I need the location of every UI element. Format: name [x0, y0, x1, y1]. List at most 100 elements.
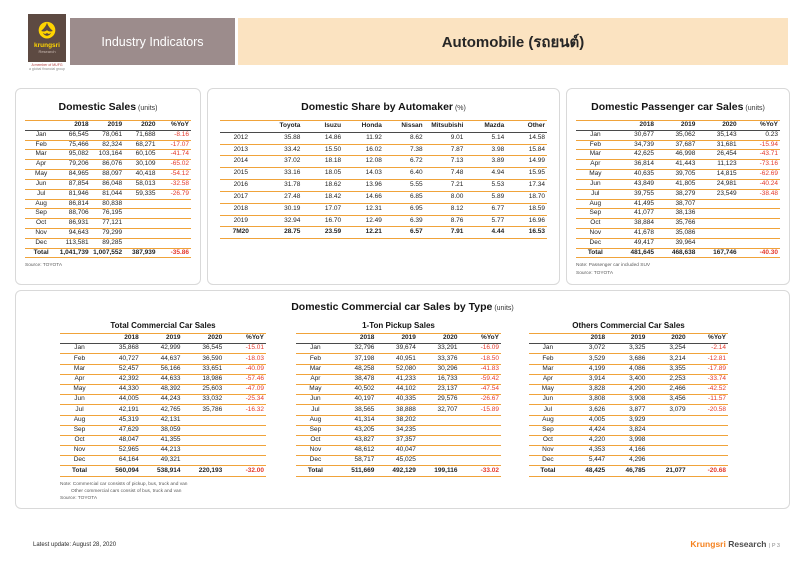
cell-value: 42,999 — [140, 343, 183, 355]
row-label: Apr — [576, 159, 615, 171]
cell-value: 6.85 — [383, 191, 425, 204]
mufg-member-line1: A member of MUFG — [31, 63, 63, 67]
row-label: Sep — [25, 208, 58, 220]
row-label: Jan — [529, 343, 567, 355]
footer-brand-krungsri: Krungsri — [690, 539, 726, 549]
row-label: Apr — [529, 374, 567, 385]
cell-value — [647, 435, 688, 447]
cell-value: 18.59 — [506, 203, 547, 216]
cell-value — [687, 435, 728, 447]
row-label: Total — [25, 247, 58, 259]
cell-value — [417, 445, 460, 457]
others-commercial-block: Others Commercial Car Sales 2018 2019 2020… — [529, 321, 728, 477]
cell-value: 44,330 — [99, 384, 141, 396]
cell-value — [224, 455, 266, 467]
table-row: Nov 48,612 40,047 — [296, 445, 501, 457]
cell-value: 1,007,552 — [90, 247, 125, 259]
cell-value: 37.02 — [261, 155, 303, 169]
cell-value: 52,080 — [376, 364, 418, 375]
cell-value: 79,206 — [57, 159, 91, 171]
column-header: 2018 — [566, 332, 608, 345]
commercial-sales-panel: Domestic Commercial car Sales by Type (u… — [15, 290, 790, 509]
row-label: Jan — [576, 130, 615, 141]
cell-value: 5.55 — [383, 179, 425, 192]
cell-value: -18.03 — [224, 353, 266, 365]
table-row: Total 48,425 46,785 21,077 -20.68 — [529, 465, 728, 477]
pickup-sales-block: 1-Ton Pickup Sales 2018 2019 2020 %YoY Jan 32… — [296, 321, 501, 477]
pickup-sales-table: 2018 2019 2020 %YoY Jan 32,796 39,674 33,291 -16… — [296, 332, 501, 477]
share-by-automaker-table: Toyota Isuzu Honda Nissan Mitsubishi Mazda Oth… — [220, 120, 547, 240]
table-row: Apr 79,206 86,076 30,109 -65.02 — [25, 159, 191, 171]
cell-value: -16.09 — [459, 343, 501, 355]
cell-value: 30,677 — [614, 130, 656, 141]
column-header: Toyota — [261, 120, 303, 133]
cell-value: 3,626 — [566, 404, 608, 416]
row-label: Jan — [60, 343, 100, 355]
cell-value: 3,214 — [647, 353, 688, 365]
cell-value: 46,785 — [607, 465, 648, 477]
table-row: Jun 40,197 40,335 29,576 -26.67 — [296, 394, 501, 406]
cell-value: 103,164 — [90, 149, 125, 161]
table-row: 2017 27.48 18.42 14.66 6.85 8.00 5.89 18.70 — [220, 191, 547, 204]
cell-value — [697, 238, 739, 249]
cell-value: 5.53 — [465, 179, 507, 192]
cell-value: 86,048 — [90, 179, 125, 190]
row-label: Jul — [60, 404, 100, 416]
source-note: Source: TOYOTA — [60, 496, 98, 501]
cell-value: 18.62 — [302, 179, 344, 192]
cell-value: 8.62 — [383, 132, 425, 145]
row-label: Dec — [25, 238, 58, 249]
row-label: Jan — [25, 130, 58, 141]
table-row: Jan 3,072 3,325 3,254 -2.14 — [529, 343, 728, 355]
share-title: Domestic Share by Automaker (%) — [220, 97, 547, 115]
cell-value: 5.89 — [465, 191, 507, 204]
column-header: Honda — [343, 120, 384, 133]
cell-value: 7.91 — [424, 226, 466, 240]
row-label: Total — [296, 465, 335, 477]
cell-value: 37,357 — [376, 435, 418, 447]
column-header: 2018 — [614, 120, 656, 131]
cell-value: 58,717 — [334, 455, 377, 467]
cell-value: 14.58 — [506, 132, 547, 145]
cell-value: 39,674 — [376, 343, 418, 355]
panel-title-text: Domestic Sales — [58, 101, 137, 113]
cell-value: 35,786 — [182, 404, 225, 416]
footer-brand: Krungsri Research | P 3 — [690, 539, 780, 549]
cell-value: 40,335 — [376, 394, 418, 406]
table-row: Aug 41,314 38,202 — [296, 415, 501, 426]
table-row: Jul 81,946 81,044 59,335 -26.79 — [25, 189, 191, 200]
row-label: Jun — [60, 394, 100, 406]
table-row: Jan 35,868 42,999 36,545 -15.01 — [60, 343, 266, 355]
cell-value — [124, 228, 158, 239]
cell-value: 38,565 — [334, 404, 377, 416]
cell-value: 4,353 — [566, 445, 608, 457]
cell-value: 32,796 — [334, 343, 377, 355]
table-row: Jun 87,854 86,048 58,013 -32.58 — [25, 179, 191, 190]
cell-value — [182, 435, 225, 447]
table-row: Oct 86,931 77,121 — [25, 218, 191, 229]
table-row: Feb 75,466 82,324 68,271 -17.07 — [25, 140, 191, 151]
row-label: Jun — [529, 394, 567, 406]
cell-value: 2,466 — [647, 384, 688, 396]
column-header — [296, 332, 335, 345]
section-title-bar: Industry Indicators — [70, 18, 235, 65]
cell-value: 49,321 — [140, 455, 183, 467]
row-label: May — [60, 384, 100, 396]
table-row: Sep 88,706 76,195 — [25, 208, 191, 220]
cell-value: 3,325 — [607, 343, 648, 355]
cell-value: 199,116 — [417, 465, 460, 477]
cell-value: 79,299 — [90, 228, 125, 239]
row-label: Mar — [576, 149, 615, 161]
cell-value: 88,706 — [57, 208, 91, 220]
cell-value: 28.75 — [261, 226, 303, 240]
section-title: Industry Indicators — [101, 34, 204, 49]
cell-value: 3,824 — [607, 425, 648, 436]
cell-value: 25,603 — [182, 384, 225, 396]
cell-value: 30.19 — [261, 203, 303, 216]
cell-value — [459, 425, 501, 436]
commercial-note-1: Note: Commercial car consists of pickup,… — [60, 481, 188, 487]
cell-value: 38,707 — [656, 199, 698, 210]
cell-value — [417, 425, 460, 436]
others-commercial-table: 2018 2019 2020 %YoY Jan 3,072 3,325 3,254 -2.14 F… — [529, 332, 728, 477]
cell-value — [124, 238, 158, 249]
